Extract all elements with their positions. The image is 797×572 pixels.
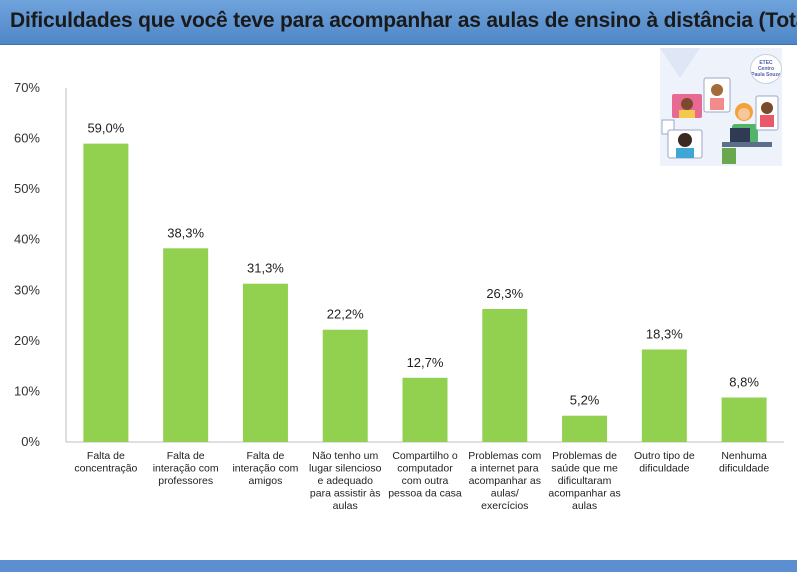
category-label: Outro tipo de dificuldade <box>634 450 695 475</box>
data-label: 38,3% <box>167 225 204 240</box>
bar <box>402 377 448 442</box>
bar <box>641 349 687 442</box>
y-tick-label: 30% <box>14 282 40 297</box>
category-label-line: Falta de <box>167 450 205 462</box>
category-label-line: Falta de <box>246 450 284 462</box>
category-label-line: Nenhuma <box>721 450 767 462</box>
title-bar: Dificuldades que você teve para acompanh… <box>0 0 797 45</box>
data-label: 18,3% <box>646 326 683 341</box>
chart-title: Dificuldades que você teve para acompanh… <box>10 9 797 32</box>
online-class-icon <box>660 48 782 166</box>
bar <box>562 415 608 442</box>
category-label-line: dificuldade <box>639 463 689 475</box>
category-label: Falta de concentração <box>74 450 137 475</box>
category-label-line: exercícios <box>481 500 528 512</box>
footer-bar <box>0 560 797 572</box>
data-label: 59,0% <box>87 121 124 136</box>
category-label-line: saúde que me <box>551 463 618 475</box>
category-label-line: Compartilho o <box>392 450 458 462</box>
online-class-illustration: ETEC Centro Paula Souza <box>660 48 782 166</box>
data-label: 8,8% <box>729 374 759 389</box>
y-tick-label: 70% <box>14 80 40 95</box>
category-label-line: para assistir às <box>310 488 381 500</box>
category-label-line: dificuldade <box>719 463 769 475</box>
category-label-line: aulas/ <box>491 488 519 500</box>
category-label-line: acompanhar as <box>548 488 620 500</box>
category-label-line: Falta de <box>87 450 125 462</box>
category-label: Falta de interação com professores <box>153 450 219 487</box>
data-label: 12,7% <box>407 355 444 370</box>
category-label: Problemas de saúde que me dificultaram acom… <box>548 450 620 512</box>
bar-chart: 0%10%20%30%40%50%60%70%59,0%Falta de conc… <box>14 80 784 512</box>
category-label-line: lugar silencioso <box>309 463 382 475</box>
category-label-line: interação com <box>232 463 298 475</box>
category-label: Não tenho um lugar silencioso e adequado pa… <box>309 450 382 512</box>
data-label: 31,3% <box>247 261 284 276</box>
data-label: 22,2% <box>327 307 364 322</box>
category-label-line: concentração <box>74 463 137 475</box>
y-tick-label: 40% <box>14 232 40 247</box>
category-label: Problemas com a internet para acompanhar a… <box>468 450 541 512</box>
category-label-line: a internet para <box>471 463 539 475</box>
category-label-line: com outra <box>402 475 449 487</box>
category-label-line: aulas <box>333 500 358 512</box>
category-label-line: dificultaram <box>558 475 612 487</box>
category-label-line: Outro tipo de <box>634 450 695 462</box>
category-label-line: interação com <box>153 463 219 475</box>
category-label-line: aulas <box>572 500 597 512</box>
y-tick-label: 60% <box>14 131 40 146</box>
category-label: Nenhuma dificuldade <box>719 450 769 475</box>
category-label-line: acompanhar as <box>469 475 541 487</box>
category-label: Compartilho o computador com outra pessoa d… <box>388 450 462 500</box>
category-label-line: computador <box>397 463 453 475</box>
category-label-line: Não tenho um <box>312 450 378 462</box>
category-label-line: pessoa da casa <box>388 488 462 500</box>
category-label: Falta de interação com amigos <box>232 450 298 487</box>
y-tick-label: 10% <box>14 383 40 398</box>
logo: ETEC Centro Paula Souza <box>750 54 782 84</box>
bar <box>482 308 528 442</box>
category-label-line: Problemas com <box>468 450 541 462</box>
category-label-line: e adequado <box>317 475 373 487</box>
category-label-line: Problemas de <box>552 450 617 462</box>
bar <box>83 143 129 442</box>
category-label-line: professores <box>158 475 213 487</box>
bar <box>163 248 209 442</box>
bar <box>322 329 368 442</box>
data-label: 26,3% <box>486 286 523 301</box>
y-tick-label: 20% <box>14 333 40 348</box>
bar <box>721 397 767 442</box>
bar <box>242 283 288 442</box>
y-tick-label: 0% <box>21 434 40 449</box>
y-tick-label: 50% <box>14 181 40 196</box>
data-label: 5,2% <box>570 393 600 408</box>
category-label-line: amigos <box>249 475 283 487</box>
